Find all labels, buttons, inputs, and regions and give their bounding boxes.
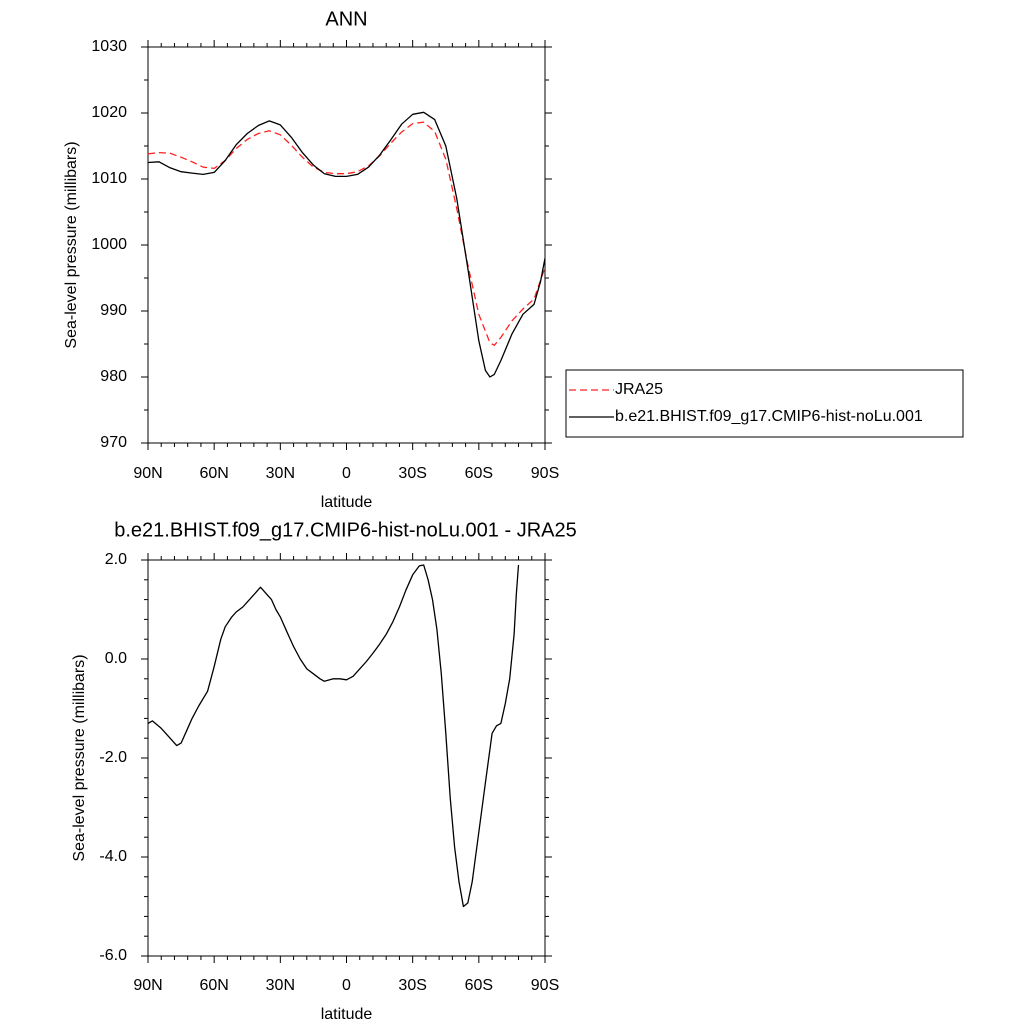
y-tick-label: 970 <box>100 434 127 451</box>
x-axis-label: latitude <box>321 1006 373 1023</box>
x-tick-label: 60S <box>465 465 493 482</box>
x-tick-label: 30N <box>266 465 295 482</box>
x-tick-label: 90N <box>133 465 162 482</box>
x-tick-label: 60N <box>199 977 228 994</box>
series-line-0 <box>148 564 520 908</box>
legend-entry-label: JRA25 <box>615 381 663 398</box>
x-tick-label: 90S <box>531 977 559 994</box>
x-tick-label: 30S <box>398 465 426 482</box>
series-line-1 <box>148 111 545 378</box>
series-line-0 <box>148 121 545 346</box>
y-tick-label: 990 <box>100 302 127 319</box>
y-tick-label: 2.0 <box>105 551 127 568</box>
chart-panel-mean: ANN 90N 60N 30N 0 30S 60S 90S 970 980 990 1000 1010 1… <box>63 8 559 511</box>
y-tick-label: -4.0 <box>99 848 127 865</box>
x-tick-label: 0 <box>342 465 351 482</box>
x-tick-label: 30N <box>266 977 295 994</box>
y-tick-label: 980 <box>100 368 127 385</box>
chart-title: b.e21.BHIST.f09_g17.CMIP6-hist-noLu.001 … <box>114 519 576 541</box>
x-tick-label: 90S <box>531 465 559 482</box>
y-tick-label: -6.0 <box>99 947 127 964</box>
y-tick-label: 1000 <box>91 236 127 253</box>
y-tick-label: 0.0 <box>105 650 127 667</box>
x-axis-label: latitude <box>321 494 373 511</box>
x-tick-label: 0 <box>342 977 351 994</box>
legend: JRA25 b.e21.BHIST.f09_g17.CMIP6-hist-noLu… <box>565 369 964 438</box>
y-tick-label: -2.0 <box>99 749 127 766</box>
y-tick-label: 1010 <box>91 170 127 187</box>
y-tick-label: 1030 <box>91 38 127 55</box>
legend-entry-label: b.e21.BHIST.f09_g17.CMIP6-hist-noLu.001 <box>615 408 923 425</box>
plot-frame <box>147 559 546 957</box>
y-axis-label: Sea-level pressure (millibars) <box>71 654 88 861</box>
y-axis-label: Sea-level pressure (millibars) <box>63 141 80 348</box>
chart-title: ANN <box>325 8 367 30</box>
plot-frame <box>147 46 546 444</box>
x-tick-label: 30S <box>398 977 426 994</box>
x-tick-label: 90N <box>133 977 162 994</box>
legend-box <box>565 369 964 438</box>
y-tick-label: 1020 <box>91 104 127 121</box>
chart-panel-difference: b.e21.BHIST.f09_g17.CMIP6-hist-noLu.001 … <box>71 519 577 1023</box>
x-tick-label: 60N <box>199 465 228 482</box>
x-tick-label: 60S <box>465 977 493 994</box>
